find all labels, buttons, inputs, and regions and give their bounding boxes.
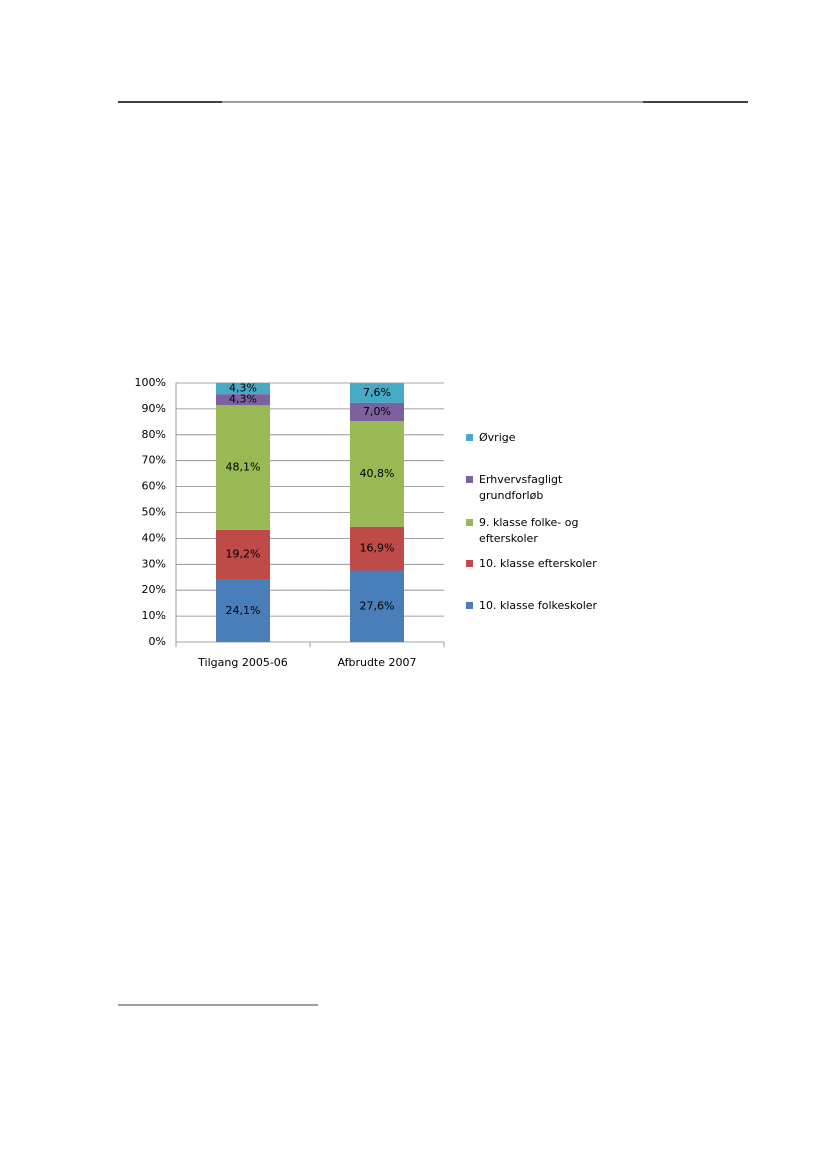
bar-segment: [350, 526, 404, 571]
value-label: 19,2%: [226, 548, 261, 561]
y-tick-label: 30%: [142, 557, 166, 570]
legend-label: 9. klasse folke- og efterskoler: [479, 516, 579, 545]
legend-swatch: [466, 476, 473, 483]
bar-segment: [216, 394, 270, 406]
y-tick-label: 0%: [149, 635, 166, 648]
legend-label: 10. klasse folkeskoler: [479, 599, 598, 612]
bar-segment: [216, 383, 270, 395]
bar-segment: [350, 570, 404, 642]
y-tick-label: 40%: [142, 531, 166, 544]
legend-item: 10. klasse efterskoler: [466, 556, 616, 572]
bar-segment: [216, 579, 270, 642]
value-label: 40,8%: [360, 467, 395, 480]
legend-label: Øvrige: [479, 431, 516, 444]
legend-item: Erhvervsfagligt grundforløb: [466, 472, 616, 504]
x-tick-label: Afbrudte 2007: [337, 656, 416, 669]
value-label: 16,9%: [360, 542, 395, 555]
y-tick-label: 100%: [135, 376, 166, 389]
value-label: 48,1%: [226, 461, 261, 474]
bar-segment: [350, 402, 404, 422]
legend-swatch: [466, 434, 473, 441]
legend-label: 10. klasse efterskoler: [479, 557, 597, 570]
y-tick-label: 50%: [142, 506, 166, 519]
y-tick-label: 20%: [142, 583, 166, 596]
y-tick-label: 60%: [142, 480, 166, 493]
value-label: 4,3%: [229, 382, 257, 395]
legend-swatch: [466, 519, 473, 526]
bar-segment: [350, 421, 404, 527]
legend-label: Erhvervsfagligt grundforløb: [479, 473, 563, 502]
value-label: 24,1%: [226, 604, 261, 617]
bar-segment: [216, 529, 270, 580]
y-tick-label: 10%: [142, 609, 166, 622]
legend-item: 10. klasse folkeskoler: [466, 598, 616, 614]
bar-segment: [350, 383, 404, 403]
legend-item: Øvrige: [466, 430, 616, 446]
legend-swatch: [466, 560, 473, 567]
y-tick-label: 70%: [142, 454, 166, 467]
x-tick-label: Tilgang 2005-06: [197, 656, 288, 669]
y-tick-label: 80%: [142, 428, 166, 441]
legend-swatch: [466, 602, 473, 609]
value-label: 27,6%: [360, 599, 395, 612]
value-label: 7,0%: [363, 405, 391, 418]
legend-item: 9. klasse folke- og efterskoler: [466, 515, 616, 547]
value-label: 4,3%: [229, 393, 257, 406]
bar-segment: [216, 405, 270, 530]
y-tick-label: 90%: [142, 402, 166, 415]
value-label: 7,6%: [363, 386, 391, 399]
